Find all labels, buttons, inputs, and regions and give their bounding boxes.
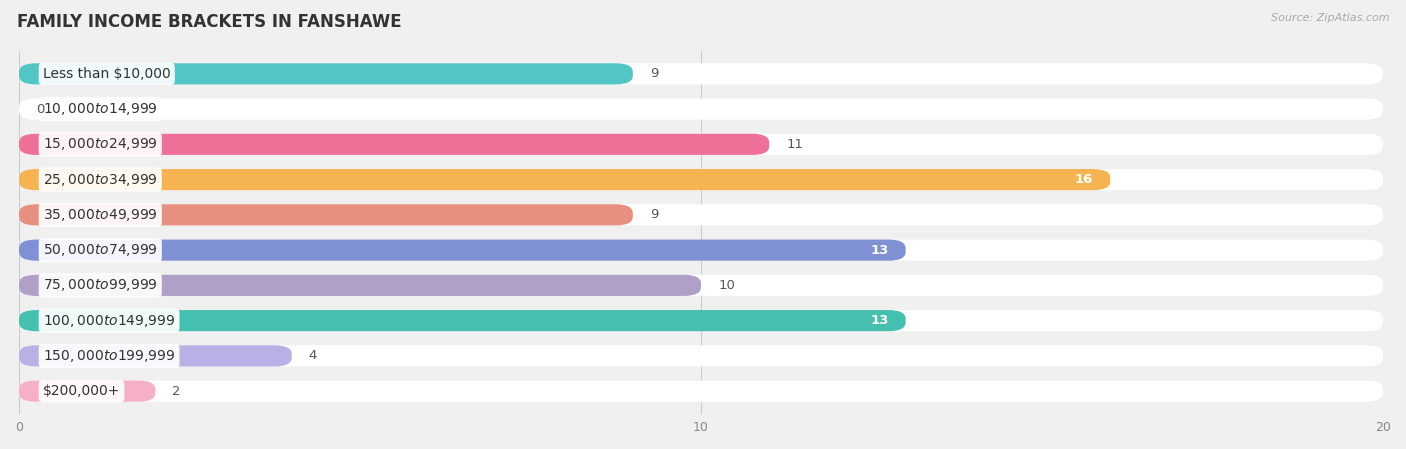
FancyBboxPatch shape bbox=[20, 63, 633, 84]
Text: 9: 9 bbox=[650, 67, 658, 80]
FancyBboxPatch shape bbox=[20, 63, 1384, 84]
Text: $10,000 to $14,999: $10,000 to $14,999 bbox=[42, 101, 157, 117]
FancyBboxPatch shape bbox=[20, 169, 1111, 190]
FancyBboxPatch shape bbox=[20, 134, 1384, 155]
Text: $150,000 to $199,999: $150,000 to $199,999 bbox=[42, 348, 176, 364]
Text: $200,000+: $200,000+ bbox=[42, 384, 121, 398]
Text: $35,000 to $49,999: $35,000 to $49,999 bbox=[42, 207, 157, 223]
Text: 13: 13 bbox=[870, 244, 889, 257]
FancyBboxPatch shape bbox=[20, 381, 156, 402]
Text: FAMILY INCOME BRACKETS IN FANSHAWE: FAMILY INCOME BRACKETS IN FANSHAWE bbox=[17, 13, 402, 31]
FancyBboxPatch shape bbox=[20, 169, 1384, 190]
Text: 4: 4 bbox=[309, 349, 318, 362]
FancyBboxPatch shape bbox=[20, 345, 292, 366]
FancyBboxPatch shape bbox=[20, 239, 905, 261]
Text: 0: 0 bbox=[37, 102, 45, 115]
Text: $50,000 to $74,999: $50,000 to $74,999 bbox=[42, 242, 157, 258]
FancyBboxPatch shape bbox=[20, 98, 1384, 120]
FancyBboxPatch shape bbox=[20, 310, 1384, 331]
Text: Less than $10,000: Less than $10,000 bbox=[42, 67, 170, 81]
Text: $25,000 to $34,999: $25,000 to $34,999 bbox=[42, 172, 157, 188]
Text: 11: 11 bbox=[786, 138, 803, 151]
Text: 13: 13 bbox=[870, 314, 889, 327]
FancyBboxPatch shape bbox=[20, 275, 702, 296]
FancyBboxPatch shape bbox=[20, 204, 633, 225]
FancyBboxPatch shape bbox=[20, 134, 769, 155]
Text: 9: 9 bbox=[650, 208, 658, 221]
FancyBboxPatch shape bbox=[20, 381, 1384, 402]
FancyBboxPatch shape bbox=[20, 204, 1384, 225]
FancyBboxPatch shape bbox=[20, 310, 905, 331]
Text: 2: 2 bbox=[173, 385, 181, 398]
FancyBboxPatch shape bbox=[20, 275, 1384, 296]
FancyBboxPatch shape bbox=[20, 345, 1384, 366]
Text: $100,000 to $149,999: $100,000 to $149,999 bbox=[42, 313, 176, 329]
Text: 16: 16 bbox=[1074, 173, 1094, 186]
Text: 10: 10 bbox=[718, 279, 735, 292]
FancyBboxPatch shape bbox=[20, 239, 1384, 261]
Text: $15,000 to $24,999: $15,000 to $24,999 bbox=[42, 136, 157, 152]
Text: Source: ZipAtlas.com: Source: ZipAtlas.com bbox=[1271, 13, 1389, 23]
Text: $75,000 to $99,999: $75,000 to $99,999 bbox=[42, 277, 157, 293]
